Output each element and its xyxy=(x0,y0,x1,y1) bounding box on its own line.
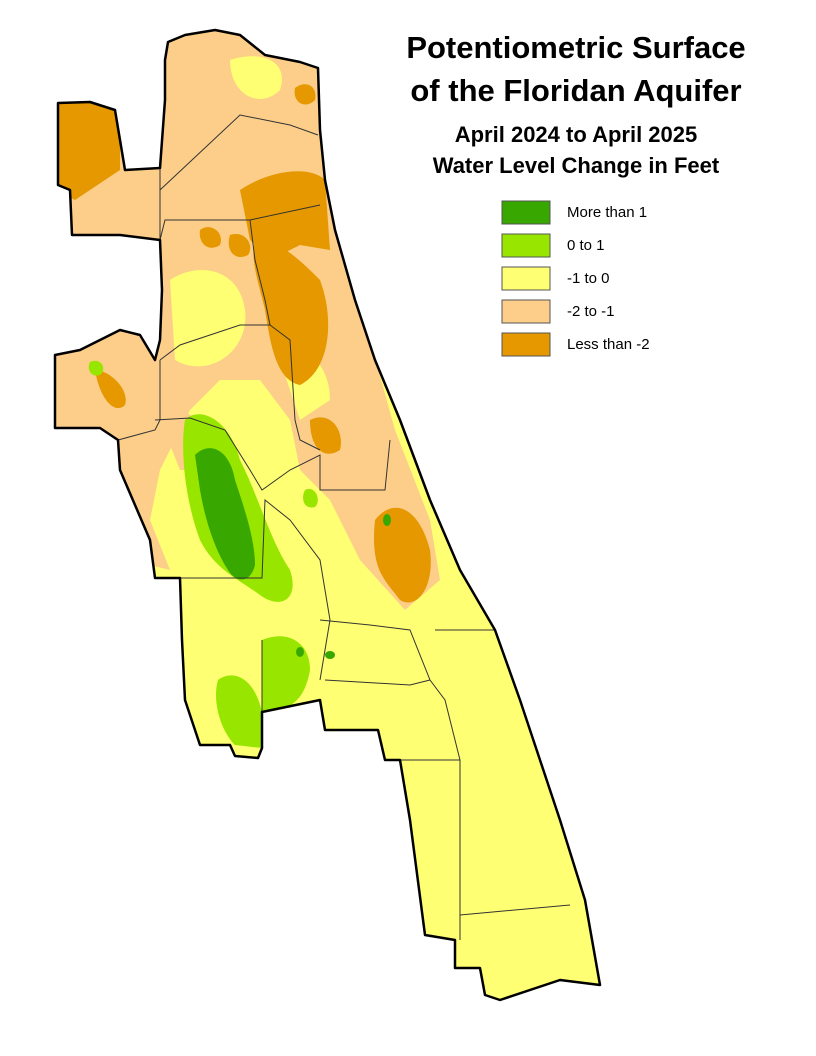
title-line: Potentiometric Surface xyxy=(406,30,745,65)
zone xyxy=(170,56,330,420)
legend-label: -2 to -1 xyxy=(567,303,615,320)
legend-label: 0 to 1 xyxy=(567,237,605,254)
legend-swatch xyxy=(501,332,551,357)
legend-swatch xyxy=(501,266,551,291)
legend-swatch xyxy=(501,200,551,225)
region-outline xyxy=(53,28,602,1002)
subtitle-line: Water Level Change in Feet xyxy=(433,153,720,178)
zone xyxy=(88,360,318,748)
county-lines xyxy=(117,114,571,940)
legend-label: -1 to 0 xyxy=(567,270,610,287)
legend-swatch xyxy=(501,233,551,258)
zone xyxy=(55,84,431,603)
zone xyxy=(195,448,391,659)
legend-label: Less than -2 xyxy=(567,336,650,353)
subtitle-line: April 2024 to April 2025 xyxy=(455,122,698,147)
legend-swatch xyxy=(501,299,551,324)
legend: More than 1 0 to 1 -1 to 0 -2 to -1 Less tha… xyxy=(501,200,650,357)
legend-label: More than 1 xyxy=(567,204,647,221)
title-line: of the Floridan Aquifer xyxy=(410,73,741,108)
